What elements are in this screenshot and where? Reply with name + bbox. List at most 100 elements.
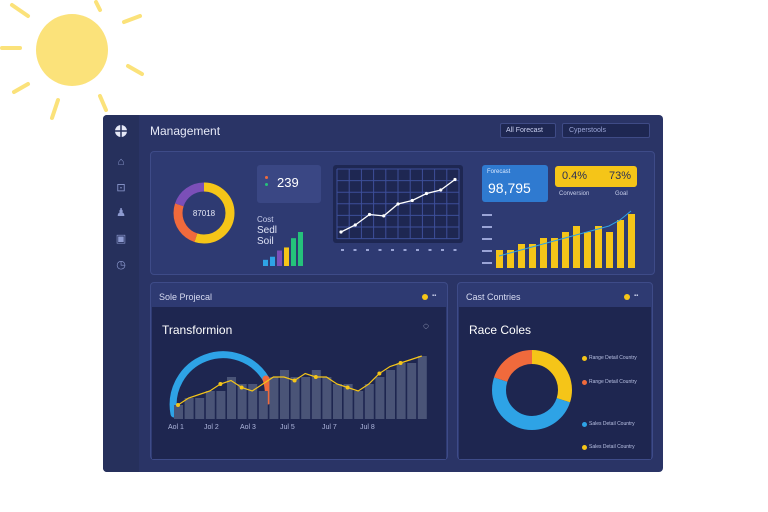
area-bar [237,384,247,419]
x-tick-label: Jol 2 [204,424,219,431]
area-bar [375,377,385,419]
status-dot-red [265,176,268,179]
goal-value: 73% [608,170,631,182]
stat-value: 239 [277,175,299,190]
y-tick-mark [482,226,492,228]
forecast-bar [595,226,602,268]
briefcase-icon[interactable]: ▣ [115,233,127,245]
conversion-stat-card[interactable]: 0.4% 73% [555,166,637,187]
area-series-line [177,355,422,406]
app-title: Management [150,124,221,138]
forecast-bar [529,244,536,268]
forecast-filter-select[interactable]: All Forecast [500,123,556,138]
grid-icon[interactable] [114,124,128,138]
sun-decoration [0,0,144,120]
x-tick-label: Jul 7 [322,424,337,431]
trend-x-ticks [341,249,457,251]
home-icon[interactable]: ⌂ [117,156,125,168]
forecast-trend-line [498,210,632,257]
area-bar [216,391,226,419]
forecast-bar [518,244,525,268]
sales-project-panel: Sole Projecal ▪▪ Transformion ◌ Aol 1 Jol… [150,282,448,460]
panel-header: Sole Projecal [159,292,213,302]
area-bar [269,377,279,419]
area-bar [301,377,311,419]
x-tick-mark [391,249,394,251]
kpi-label-1: Cost [257,215,274,224]
area-point [292,378,297,383]
stat-card[interactable]: 239 [257,165,321,203]
area-bar [322,377,332,419]
area-bar [258,391,268,419]
area-bar [290,377,300,419]
x-tick-mark [441,249,444,251]
y-tick-mark [482,238,492,240]
status-dot [624,294,630,300]
forecast-bar [573,226,580,268]
area-point [313,375,318,379]
forecast-bar [584,232,591,268]
goal-caption: Goal [615,191,628,197]
dashboard-window: ⌂ ⊡ ♟ ▣ ◷ Management All Forecast Cypers… [103,115,663,472]
forecast-value: 98,795 [488,180,531,196]
kpi-bar [277,250,282,266]
area-bar [354,391,364,419]
transformation-title: Transformion [162,323,233,337]
kpi-bar [291,238,296,266]
x-tick-mark [403,249,407,251]
kpi-bar [270,256,275,266]
x-tick-mark [353,249,357,251]
area-bar [386,370,395,419]
x-tick-label: Aol 1 [168,424,184,431]
clock-icon[interactable]: ◷ [116,259,126,271]
x-tick-mark [428,249,432,251]
forecast-stat-card[interactable]: Forecast 98,795 [482,165,548,202]
more-icon[interactable]: ▪▪ [634,293,639,299]
users-icon[interactable]: ♟ [116,207,126,219]
forecast-bar [628,214,635,268]
forecast-bar [562,232,569,268]
area-point [239,385,244,390]
kpi-donut-chart: 87018 [173,182,235,244]
kpi-bar [263,259,268,266]
legend-item: Range Detail Country [582,379,639,385]
kpi-label-3: Soil [257,236,274,247]
legend-item: Range Detail Country [582,355,639,361]
forecast-bar [540,238,547,268]
x-tick-mark [366,249,369,251]
kpi-panel: 87018 239 Cost Sedl Soil [150,151,655,275]
refresh-icon[interactable]: ◌ [423,321,429,332]
area-point [398,361,403,365]
trend-point [453,177,457,182]
trend-point [382,214,386,218]
area-bar [407,363,417,419]
race-donut-slice-3 [492,350,572,430]
kpi-donut-slice-2 [173,182,235,244]
area-point [218,382,223,386]
area-point [377,371,382,376]
area-bar [227,377,236,419]
legend-item: Sales Detail Country [582,421,639,427]
cost-contries-panel: Cast Contries ▪▪ Race Coles Range Detail… [457,282,653,460]
trend-point [439,188,443,192]
conversion-value: 0.4% [562,170,588,182]
forecast-caption: Forecast [487,169,511,175]
inbox-icon[interactable]: ⊡ [116,182,126,194]
kpi-bar [284,247,289,266]
x-tick-mark [416,249,419,251]
x-tick-mark [341,249,344,251]
trend-point [396,202,400,206]
kpi-label-2: Sedl [257,225,278,236]
forecast-bar [507,250,514,268]
kpi-bar-chart [263,232,303,266]
panel-body: Transformion ◌ Aol 1 Jol 2 Aol 3 Jul 5 Jul 7… [152,307,446,459]
conversion-caption: Conversion [559,191,590,197]
trend-point [424,191,429,196]
legend-item: Sales Detail Country [582,444,639,450]
search-input[interactable]: Cyperstools [562,123,650,138]
area-bar [417,356,427,419]
more-icon[interactable]: ▪▪ [432,293,437,299]
trend-point [353,223,357,227]
trend-point [410,198,414,203]
area-bar [248,384,258,419]
